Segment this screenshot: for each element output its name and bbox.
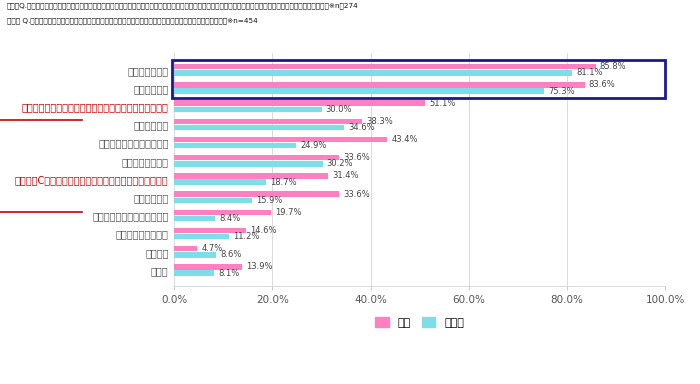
Bar <box>174 179 266 185</box>
Text: 8.1%: 8.1% <box>218 269 239 278</box>
Bar <box>174 119 363 124</box>
Text: 15.9%: 15.9% <box>256 196 283 205</box>
Legend: 母親, 受験生: 母親, 受験生 <box>371 313 468 332</box>
Text: 母親　Q.受験生のお子様の「風邪、インフルエンザ」予防としてどのような対策をしていましたか？促したり、やってあげたことをお答えください。（複数回答）※n＝274: 母親 Q.受験生のお子様の「風邪、インフルエンザ」予防としてどのような対策をして… <box>7 2 358 8</box>
Bar <box>174 228 246 233</box>
Bar <box>174 107 321 112</box>
Text: 43.4%: 43.4% <box>391 135 418 144</box>
Bar <box>174 246 197 252</box>
Text: 13.9%: 13.9% <box>246 262 273 271</box>
Bar <box>174 64 596 70</box>
Text: 18.7%: 18.7% <box>270 178 297 187</box>
Bar <box>174 70 573 76</box>
Bar <box>174 82 584 88</box>
Bar <box>172 60 665 98</box>
Text: 8.6%: 8.6% <box>220 250 241 260</box>
Text: 11.2%: 11.2% <box>233 232 260 241</box>
Bar <box>174 143 297 149</box>
Bar <box>174 216 216 221</box>
Text: 81.1%: 81.1% <box>576 68 603 78</box>
Text: 14.6%: 14.6% <box>250 226 276 235</box>
Bar <box>174 210 271 215</box>
Text: 19.7%: 19.7% <box>275 208 302 217</box>
Bar <box>174 173 328 179</box>
Text: 34.6%: 34.6% <box>348 123 374 132</box>
Text: 31.4%: 31.4% <box>332 171 359 180</box>
Bar <box>174 125 344 130</box>
Text: 33.6%: 33.6% <box>343 190 370 199</box>
Bar <box>174 88 544 94</box>
Text: 83.6%: 83.6% <box>589 80 615 89</box>
Text: 30.2%: 30.2% <box>326 159 353 169</box>
Text: 受験生 Q.受験期に「風邪、インフルエンザ」予防としてどのような対策をしていましたか？　（複数回答）　※n=454: 受験生 Q.受験期に「風邪、インフルエンザ」予防としてどのような対策をしていまし… <box>7 17 258 24</box>
Text: 8.4%: 8.4% <box>219 214 241 223</box>
Bar <box>174 155 340 161</box>
Bar <box>174 191 340 197</box>
Bar <box>174 252 216 258</box>
Text: 24.9%: 24.9% <box>300 141 327 150</box>
Text: 85.8%: 85.8% <box>599 62 626 71</box>
Bar <box>174 264 242 270</box>
Text: 38.3%: 38.3% <box>366 117 393 126</box>
Bar <box>174 161 323 167</box>
Text: 4.7%: 4.7% <box>201 244 223 253</box>
Text: 30.0%: 30.0% <box>326 105 352 114</box>
Bar <box>174 100 425 106</box>
Text: 33.6%: 33.6% <box>343 153 370 162</box>
Text: 51.1%: 51.1% <box>429 99 456 108</box>
Bar <box>174 137 387 142</box>
Bar <box>174 234 229 240</box>
Text: 75.3%: 75.3% <box>548 87 575 96</box>
Bar <box>174 270 214 276</box>
Bar <box>174 198 252 203</box>
